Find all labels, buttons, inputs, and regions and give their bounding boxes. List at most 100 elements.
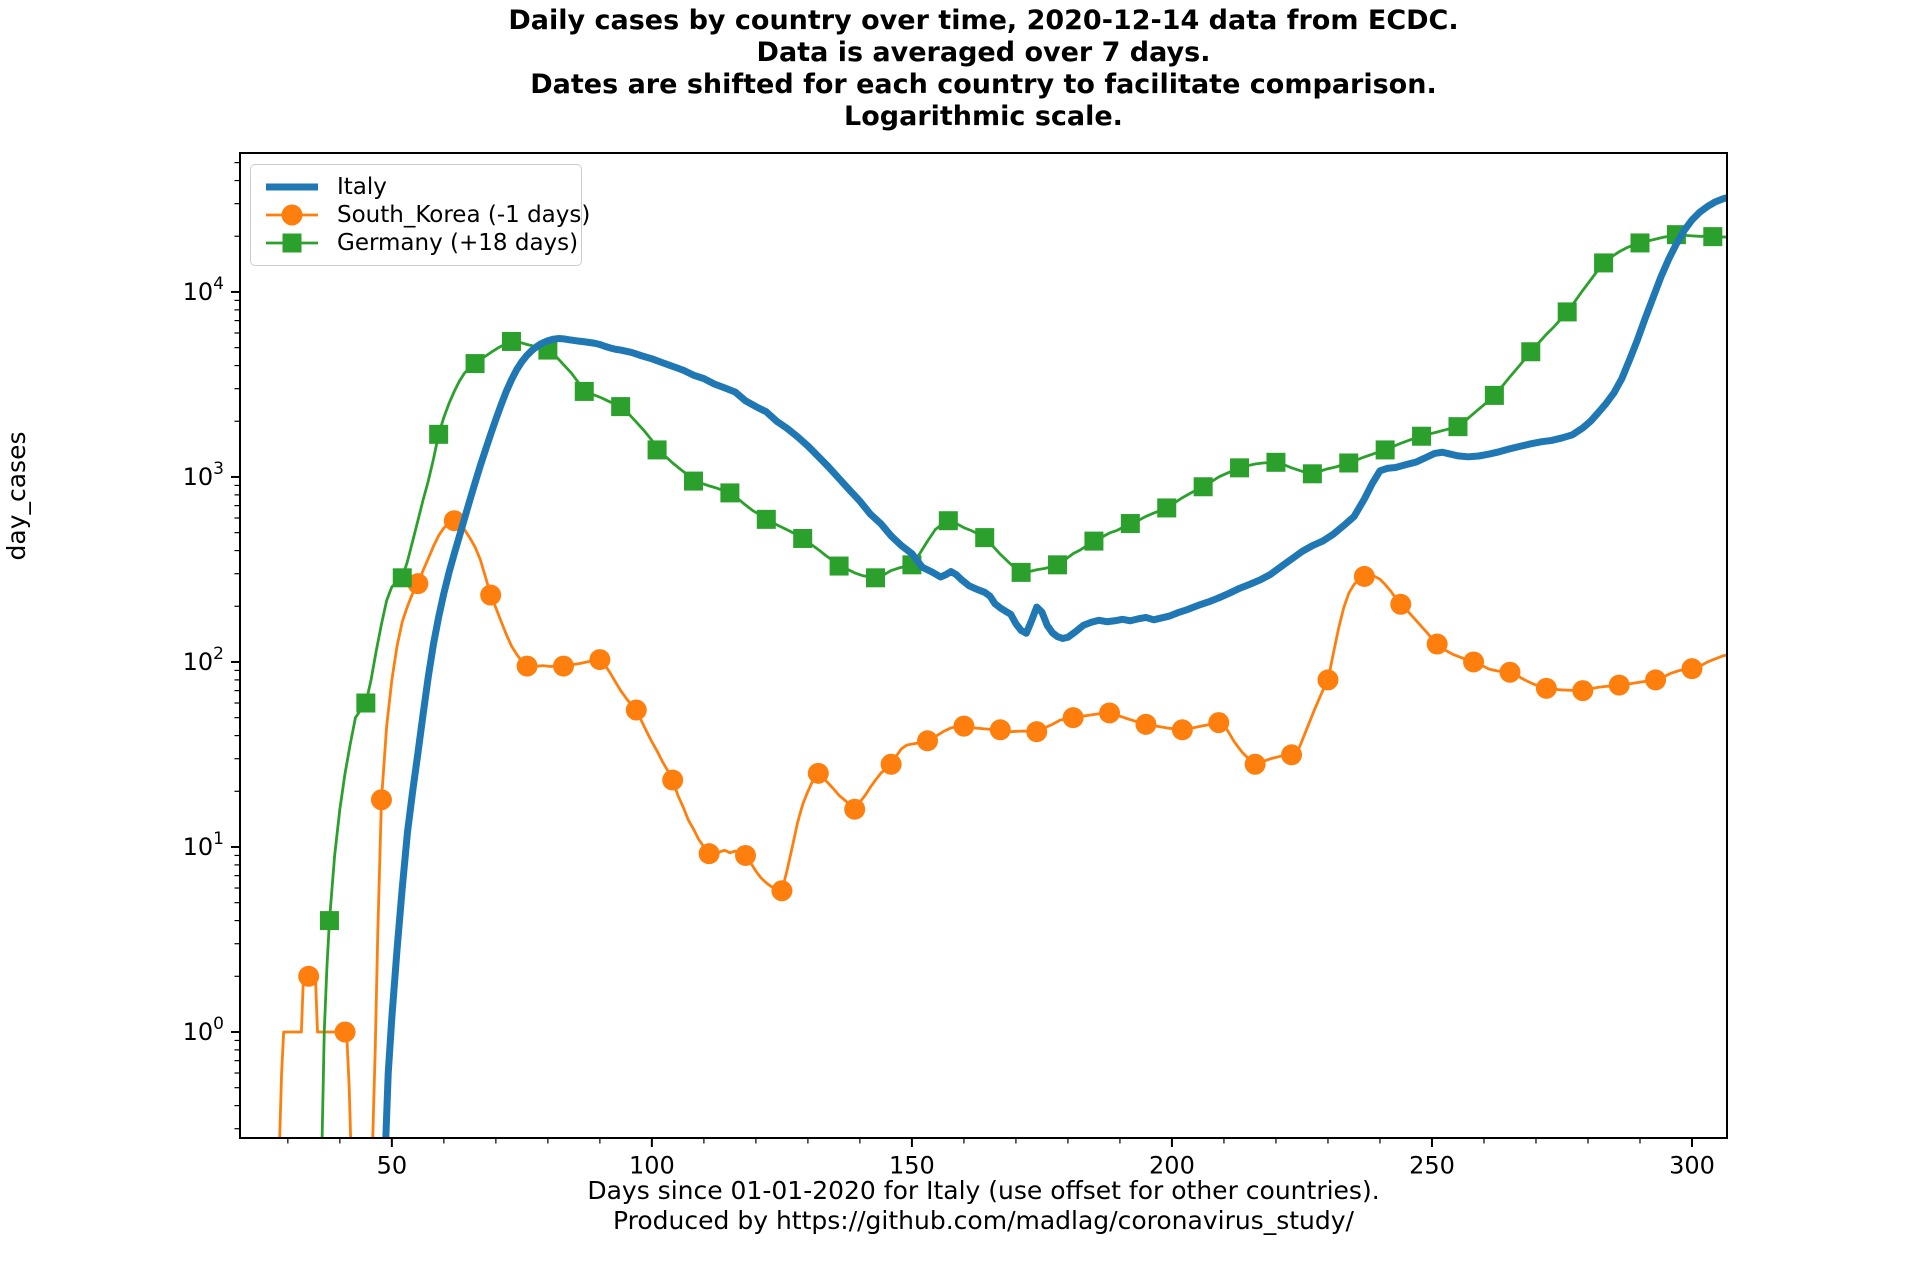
circle-marker-icon (880, 753, 902, 775)
square-marker-icon (611, 397, 631, 417)
circle-marker-icon (1099, 702, 1121, 724)
square-marker-icon (829, 556, 849, 576)
legend: Italy South_Korea (-1 days) Germany (+18… (250, 164, 590, 266)
chart-title: Daily cases by country over time, 2020-1… (240, 5, 1727, 133)
legend-item-italy: Italy (251, 173, 581, 201)
square-marker-icon (975, 528, 995, 548)
x-tick-label: 200 (1149, 1152, 1195, 1180)
y-tick-label: 102 (183, 644, 224, 676)
circle-marker-icon (771, 880, 793, 902)
square-marker-icon (683, 471, 703, 491)
square-marker-icon (465, 354, 485, 374)
legend-item-south-korea: South_Korea (-1 days) (251, 201, 590, 229)
series-line-italy (382, 194, 1727, 1138)
circle-marker-icon (1062, 707, 1084, 729)
square-marker-icon (1412, 426, 1432, 446)
circle-marker-icon (1281, 744, 1303, 766)
circle-marker-icon (552, 655, 574, 677)
circle-marker-icon (370, 789, 392, 811)
circle-marker-icon (516, 655, 538, 677)
circle-marker-icon (407, 573, 429, 595)
series-markers-south-korea-1-days (298, 510, 1703, 1043)
square-marker-icon (1048, 555, 1068, 575)
legend-item-germany: Germany (+18 days) (251, 229, 581, 257)
square-marker-icon (1266, 452, 1286, 472)
y-axis-label: day_cases (2, 346, 34, 646)
y-axis-label-text: day_cases (2, 431, 31, 561)
square-marker-icon (1484, 385, 1504, 405)
square-marker-icon (1193, 477, 1213, 497)
circle-marker-icon (589, 649, 611, 671)
series-line-germany-18-days (320, 233, 1727, 1138)
square-marker-icon (720, 483, 740, 503)
legend-sample-italy-line (266, 183, 318, 191)
square-marker-icon (501, 331, 521, 351)
x-tick-label: 150 (889, 1152, 935, 1180)
square-marker-icon (282, 233, 302, 253)
square-marker-icon (392, 568, 412, 588)
circle-marker-icon (1426, 633, 1448, 655)
square-marker-icon (1011, 562, 1031, 582)
circle-marker-icon (625, 699, 647, 721)
square-marker-icon (1302, 464, 1322, 484)
square-marker-icon (866, 568, 886, 588)
square-marker-icon (574, 381, 594, 401)
y-tick-label: 104 (183, 274, 224, 306)
x-axis-label-line-2: Produced by https://github.com/madlag/co… (613, 1206, 1354, 1235)
x-axis-label: Days since 01-01-2020 for Italy (use off… (240, 1176, 1727, 1236)
circle-marker-icon (917, 730, 939, 752)
square-marker-icon (429, 424, 449, 444)
circle-marker-icon (844, 798, 866, 820)
circle-marker-icon (1244, 753, 1266, 775)
circle-marker-icon (1608, 674, 1630, 696)
square-marker-icon (356, 693, 376, 713)
square-marker-icon (1448, 417, 1468, 437)
square-marker-icon (1630, 233, 1650, 253)
y-tick-label: 103 (183, 459, 224, 491)
square-marker-icon (1703, 227, 1723, 247)
circle-marker-icon (1572, 680, 1594, 702)
square-marker-icon (1120, 514, 1140, 534)
square-marker-icon (647, 440, 667, 460)
series-line-south-korea-1-days (278, 519, 1727, 1138)
circle-marker-icon (1171, 719, 1193, 741)
square-marker-icon (1375, 440, 1395, 460)
square-marker-icon (793, 528, 813, 548)
series-markers-germany-18-days (319, 225, 1723, 931)
plot-border (239, 152, 1728, 1139)
circle-marker-icon (1681, 658, 1703, 680)
axis-ticks: 50 100 150 200 250 300 100 101 102 103 104 (183, 162, 1715, 1180)
square-marker-icon (1157, 498, 1177, 518)
circle-marker-icon (1645, 669, 1667, 691)
x-tick-label: 50 (377, 1152, 408, 1180)
legend-sample-germany-line (266, 233, 318, 253)
x-tick-label: 300 (1669, 1152, 1715, 1180)
square-marker-icon (1557, 302, 1577, 322)
circle-marker-icon (298, 965, 320, 987)
chart-title-line-1: Daily cases by country over time, 2020-1… (508, 5, 1459, 36)
circle-marker-icon (735, 844, 756, 866)
circle-marker-icon (1317, 669, 1339, 691)
x-tick-label: 100 (629, 1152, 675, 1180)
circle-marker-icon (480, 584, 502, 606)
series-group (278, 194, 1727, 1138)
chart-title-line-3: Dates are shifted for each country to fa… (530, 69, 1437, 100)
y-tick-label: 101 (183, 829, 224, 861)
circle-marker-icon (1208, 712, 1230, 734)
legend-label-italy: Italy (337, 174, 387, 200)
circle-marker-icon (698, 843, 720, 865)
circle-marker-icon (1026, 721, 1048, 743)
square-marker-icon (1084, 531, 1104, 551)
circle-marker-icon (1535, 677, 1557, 699)
circle-marker-icon (662, 769, 684, 791)
square-marker-icon (756, 509, 776, 529)
square-marker-icon (1230, 458, 1250, 478)
circle-marker-icon (1463, 651, 1485, 673)
circle-marker-icon (1390, 593, 1412, 615)
chart-title-line-2: Data is averaged over 7 days. (756, 37, 1211, 68)
square-marker-icon (1521, 342, 1541, 362)
circle-marker-icon (807, 762, 829, 784)
legend-label-south-korea: South_Korea (-1 days) (337, 202, 591, 228)
chart-title-line-4: Logarithmic scale. (844, 101, 1123, 132)
